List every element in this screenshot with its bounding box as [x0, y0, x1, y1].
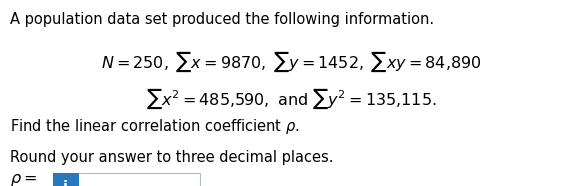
Text: Round your answer to three decimal places.: Round your answer to three decimal place… [10, 150, 334, 165]
Text: $\sum x^2 = 485{,}590,\text{ and } \sum y^2 = 135{,}115.$: $\sum x^2 = 485{,}590,\text{ and } \sum … [146, 86, 437, 111]
Text: $\rho =$: $\rho =$ [10, 172, 37, 186]
Text: A population data set produced the following information.: A population data set produced the follo… [10, 12, 434, 27]
FancyBboxPatch shape [53, 173, 79, 186]
Text: i: i [63, 180, 68, 186]
FancyBboxPatch shape [53, 173, 200, 186]
Text: Find the linear correlation coefficient $\rho$.: Find the linear correlation coefficient … [10, 117, 300, 136]
Text: $N = 250,\; \sum x = 9870,\; \sum y = 1452,\; \sum xy = 84{,}890$: $N = 250,\; \sum x = 9870,\; \sum y = 14… [101, 49, 482, 73]
